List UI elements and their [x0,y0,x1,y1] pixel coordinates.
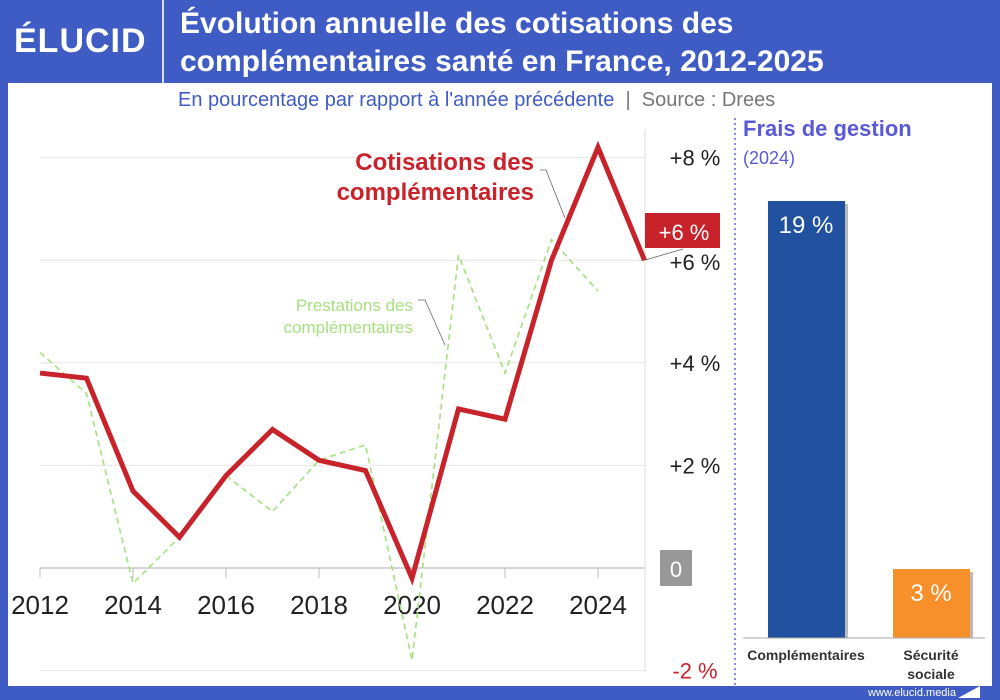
bar-category-label: Complémentaires [747,647,865,663]
chart-title: Évolution annuelle des cotisations des c… [180,7,824,78]
last-value-label: +6 % [659,220,710,245]
chart-subtitle: En pourcentage par rapport à l'année pré… [178,89,776,111]
x-tick-label: 2018 [290,590,348,620]
header-divider [162,0,164,83]
y-tick-label: +8 % [670,146,721,171]
y-tick-label: +6 % [670,250,721,275]
prestations-label: Prestations des complémentaires [284,296,413,337]
cotisations-leader-line [540,169,566,219]
x-tick-label: 2012 [11,590,69,620]
elucid-flag-icon [958,686,980,698]
subtitle-text: En pourcentage par rapport à l'année pré… [178,89,615,111]
cotisations-line [39,140,647,586]
last-value-leader-line [644,248,684,261]
zero-label-box [660,550,692,586]
source-text: Source : Drees [641,89,776,111]
cotisations-label: Cotisations des complémentaires [337,149,534,206]
footer-url[interactable]: www.elucid.media [867,687,956,699]
y-tick-label: -2 % [672,659,717,684]
bar-chart-title: Frais de gestion [743,116,912,141]
bar-category-label: Sécurité sociale [903,647,958,682]
x-tick-label: 2024 [569,590,627,620]
last-value-badge [645,213,720,248]
bar-value-label: 19 % [779,212,834,239]
y-tick-label: +2 % [670,453,721,478]
x-tick-label: 2020 [383,590,441,620]
bar-securite-sociale [893,569,970,638]
elucid-logo: ÉLUCID [14,22,147,60]
bar-chart-subtitle: (2024) [743,148,795,168]
prestations-leader-line [418,299,446,346]
x-tick-label: 2014 [104,590,162,620]
bar-value-label: 3 % [910,580,951,607]
y-tick-label: 0 [670,557,682,582]
bar-complementaires [768,201,845,638]
x-tick-label: 2022 [476,590,534,620]
x-tick-label: 2016 [197,590,255,620]
y-tick-label: +4 % [670,351,721,376]
